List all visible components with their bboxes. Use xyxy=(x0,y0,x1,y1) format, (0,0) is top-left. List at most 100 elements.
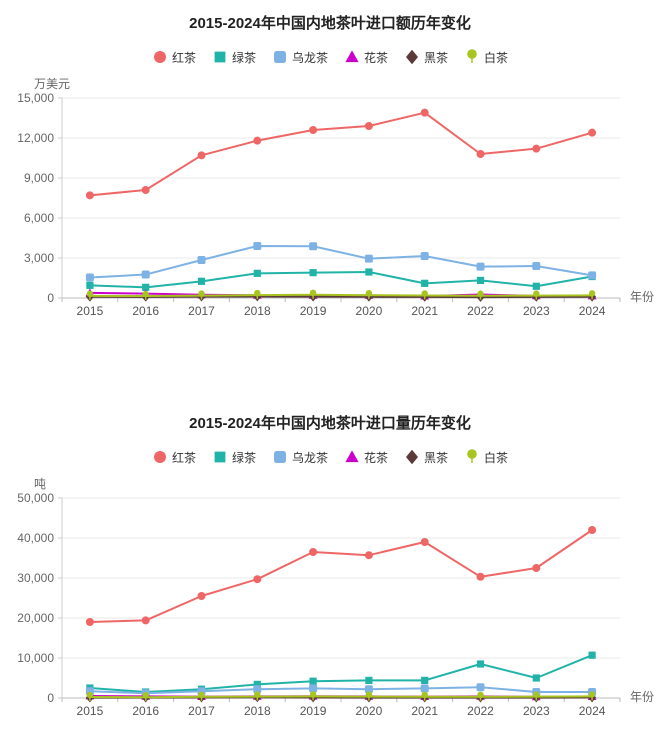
import-quantity-chart-section: 2015-2024年中国内地茶叶进口量历年变化 红茶 绿茶 乌龙茶 花茶 黑茶 白茶 吨 … xyxy=(0,370,660,724)
dark-tea-marker-icon xyxy=(406,449,419,465)
x-axis-tick-label: 2024 xyxy=(579,704,606,718)
point-oolong-tea xyxy=(476,683,485,692)
x-axis-tick-label: 2022 xyxy=(467,704,494,718)
point-oolong-tea xyxy=(85,273,94,282)
black-tea-marker-icon xyxy=(153,51,166,63)
dark-tea-marker-icon xyxy=(406,49,419,65)
series-line-green-tea[interactable] xyxy=(89,271,593,289)
white-tea-legend-marker-icon xyxy=(467,449,477,463)
x-axis-tick-label: 2016 xyxy=(132,704,159,718)
series-line-white-tea[interactable] xyxy=(89,293,593,297)
series-line-black-tea[interactable] xyxy=(89,111,593,197)
chart-title: 2015-2024年中国内地茶叶进口额历年变化 xyxy=(189,15,471,32)
point-white-tea xyxy=(588,691,596,698)
point-black-tea xyxy=(309,548,318,556)
point-black-tea xyxy=(476,150,485,158)
legend-item-label: 绿茶 xyxy=(231,450,256,465)
legend-item-oolong-tea[interactable]: 乌龙茶 xyxy=(272,449,328,466)
point-green-tea xyxy=(253,269,261,277)
legend-item-scented-tea[interactable]: 花茶 xyxy=(344,449,388,466)
x-axis-tick-label: 2020 xyxy=(356,304,383,318)
point-green-tea xyxy=(532,674,540,682)
point-black-tea xyxy=(141,616,150,625)
chart-legend: 红茶 绿茶 乌龙茶 花茶 黑茶 白茶 xyxy=(0,447,660,467)
legend-item-dark-tea[interactable]: 黑茶 xyxy=(404,449,448,466)
x-axis-unit-label: 年份 xyxy=(629,690,654,704)
y-axis-tick-label: 0 xyxy=(47,691,54,705)
legend-item-label: 白茶 xyxy=(484,450,509,465)
legend-item-white-tea[interactable]: 白茶 xyxy=(464,449,508,466)
point-green-tea xyxy=(86,281,94,289)
dark-tea-legend-marker-icon xyxy=(406,449,419,465)
point-white-tea xyxy=(142,692,149,699)
line-chart-svg[interactable]: 0 10,000 20,000 30,000 40,000 50,000 2015 2016 2… xyxy=(0,492,660,724)
point-black-tea xyxy=(476,572,485,581)
legend-item-dark-tea[interactable]: 黑茶 xyxy=(404,49,448,66)
series-line-oolong-tea[interactable] xyxy=(89,686,593,695)
point-white-tea xyxy=(198,691,205,698)
x-axis-unit-label: 年份 xyxy=(629,290,654,304)
legend-item-white-tea[interactable]: 白茶 xyxy=(464,49,508,66)
legend-item-green-tea[interactable]: 绿茶 xyxy=(212,449,256,466)
point-green-tea xyxy=(253,680,261,688)
chart-plot-area: 0 3,000 6,000 9,000 12,000 15,000 2015 2016 2017… xyxy=(0,92,660,324)
point-green-tea xyxy=(421,676,429,684)
point-black-tea xyxy=(85,191,94,200)
point-oolong-tea xyxy=(253,242,262,250)
green-tea-legend-marker-icon xyxy=(214,451,226,463)
legend-item-label: 绿茶 xyxy=(231,50,256,65)
legend-item-label: 黑茶 xyxy=(424,450,449,465)
point-white-tea xyxy=(533,290,540,297)
x-axis-tick-label: 2016 xyxy=(132,304,159,318)
point-green-tea xyxy=(309,677,317,685)
x-axis-tick-label: 2022 xyxy=(467,304,494,318)
point-black-tea xyxy=(532,564,541,572)
y-axis-tick-label: 30,000 xyxy=(17,571,54,585)
x-axis-tick-label: 2015 xyxy=(77,304,104,318)
point-black-tea xyxy=(197,151,206,160)
point-white-tea xyxy=(86,691,94,699)
y-axis-tick-label: 20,000 xyxy=(17,611,54,625)
legend-item-black-tea[interactable]: 红茶 xyxy=(152,449,196,466)
legend-item-scented-tea[interactable]: 花茶 xyxy=(344,49,388,66)
x-axis-tick-label: 2018 xyxy=(244,704,271,718)
white-tea-legend-marker-icon xyxy=(467,49,477,63)
y-axis-tick-label: 12,000 xyxy=(17,131,54,145)
legend-item-label: 红茶 xyxy=(171,450,196,465)
x-axis-tick-label: 2017 xyxy=(188,704,215,718)
x-axis-tick-label: 2021 xyxy=(411,704,438,718)
point-black-tea xyxy=(85,618,94,626)
green-tea-marker-icon xyxy=(214,51,226,63)
y-axis-tick-label: 6,000 xyxy=(24,211,54,225)
legend-item-black-tea[interactable]: 红茶 xyxy=(152,49,196,66)
legend-item-green-tea[interactable]: 绿茶 xyxy=(212,49,256,66)
point-oolong-tea xyxy=(253,685,262,694)
point-green-tea xyxy=(365,676,373,684)
point-white-tea xyxy=(365,691,373,698)
series-line-white-tea[interactable] xyxy=(89,695,593,699)
point-black-tea xyxy=(141,186,150,194)
y-axis-unit-label: 万美元 xyxy=(34,77,71,91)
point-white-tea xyxy=(477,290,484,297)
point-oolong-tea xyxy=(420,684,429,693)
series-line-oolong-tea[interactable] xyxy=(89,245,593,279)
y-axis-tick-label: 0 xyxy=(47,291,54,305)
point-green-tea xyxy=(588,651,596,659)
oolong-tea-legend-marker-icon xyxy=(273,451,286,463)
series-line-black-tea[interactable] xyxy=(89,529,593,623)
series-line-green-tea[interactable] xyxy=(89,654,593,693)
oolong-tea-marker-icon xyxy=(273,451,286,463)
import-value-chart-section: 2015-2024年中国内地茶叶进口额历年变化 红茶 绿茶 乌龙茶 花茶 黑茶 白茶 万美… xyxy=(0,15,660,324)
white-tea-marker-icon xyxy=(467,449,477,459)
point-black-tea xyxy=(588,526,597,534)
dark-tea-legend-marker-icon xyxy=(406,49,419,65)
point-white-tea xyxy=(421,290,428,297)
legend-item-oolong-tea[interactable]: 乌龙茶 xyxy=(272,49,328,66)
chart-title: 2015-2024年中国内地茶叶进口量历年变化 xyxy=(189,415,471,432)
x-axis-tick-label: 2023 xyxy=(523,304,550,318)
line-chart-svg[interactable]: 0 3,000 6,000 9,000 12,000 15,000 2015 2016 2017… xyxy=(0,92,660,324)
oolong-tea-legend-marker-icon xyxy=(273,51,286,63)
x-axis-tick-label: 2019 xyxy=(300,704,327,718)
legend-item-label: 花茶 xyxy=(364,50,389,65)
point-white-tea xyxy=(309,691,317,698)
